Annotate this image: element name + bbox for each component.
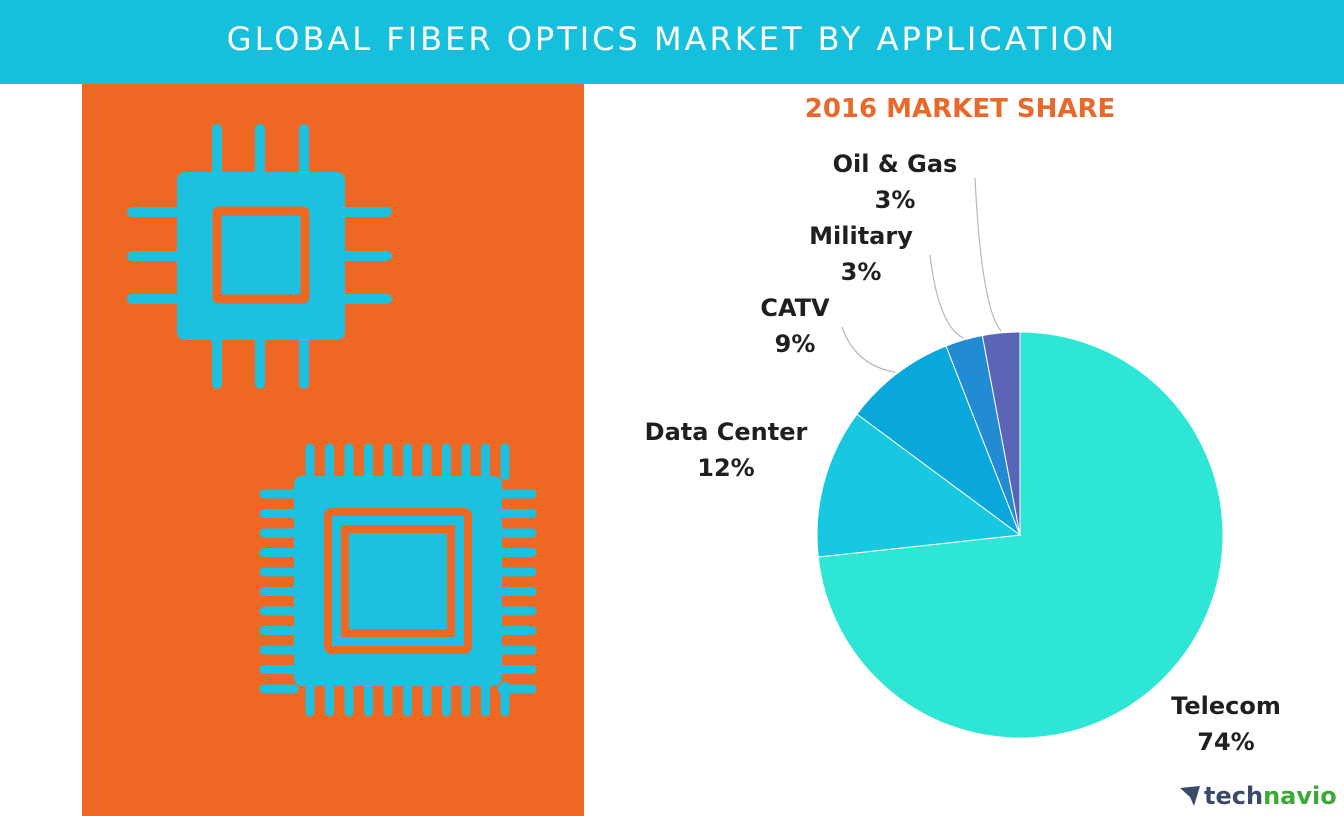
- chart-title: 2016 MARKET SHARE: [804, 94, 1116, 124]
- label-oil-gas: Oil & Gas 3%: [810, 146, 980, 218]
- chip-illustration-panel: [82, 84, 584, 816]
- label-data-center-name: Data Center: [644, 418, 808, 446]
- label-catv-value: 9%: [774, 330, 816, 358]
- label-oil-gas-name: Oil & Gas: [832, 150, 958, 178]
- label-telecom-value: 74%: [1197, 728, 1255, 756]
- label-data-center: Data Center 12%: [636, 414, 816, 486]
- label-telecom-name: Telecom: [1171, 692, 1281, 720]
- chip-illustration: [82, 84, 584, 816]
- label-military-name: Military: [809, 222, 913, 250]
- slice-oil-gas: [981, 331, 1021, 536]
- logo-text-navio: navio: [1263, 782, 1337, 810]
- label-military-value: 3%: [840, 258, 882, 286]
- slice-data-center: [816, 413, 1022, 558]
- label-data-center-value: 12%: [697, 454, 755, 482]
- small-chip-icon: [127, 124, 392, 389]
- leader-line-military: [929, 254, 964, 339]
- label-oil-gas-value: 3%: [874, 186, 916, 214]
- label-military: Military 3%: [790, 218, 932, 290]
- slice-catv: [856, 345, 1022, 537]
- logo-text-tech: tech: [1204, 782, 1264, 810]
- large-chip-icon: [259, 443, 537, 717]
- leader-line-oil-gas: [974, 177, 1002, 332]
- technavio-logo: tech navio: [1180, 782, 1337, 810]
- label-catv-name: CATV: [760, 294, 830, 322]
- technavio-arrow-icon: [1180, 786, 1200, 806]
- page-title: GLOBAL FIBER OPTICS MARKET BY APPLICATIO…: [226, 20, 1118, 58]
- leader-line-catv: [841, 326, 896, 373]
- label-telecom: Telecom 74%: [1156, 688, 1296, 760]
- label-catv: CATV 9%: [735, 290, 855, 362]
- title-banner: GLOBAL FIBER OPTICS MARKET BY APPLICATIO…: [0, 0, 1344, 84]
